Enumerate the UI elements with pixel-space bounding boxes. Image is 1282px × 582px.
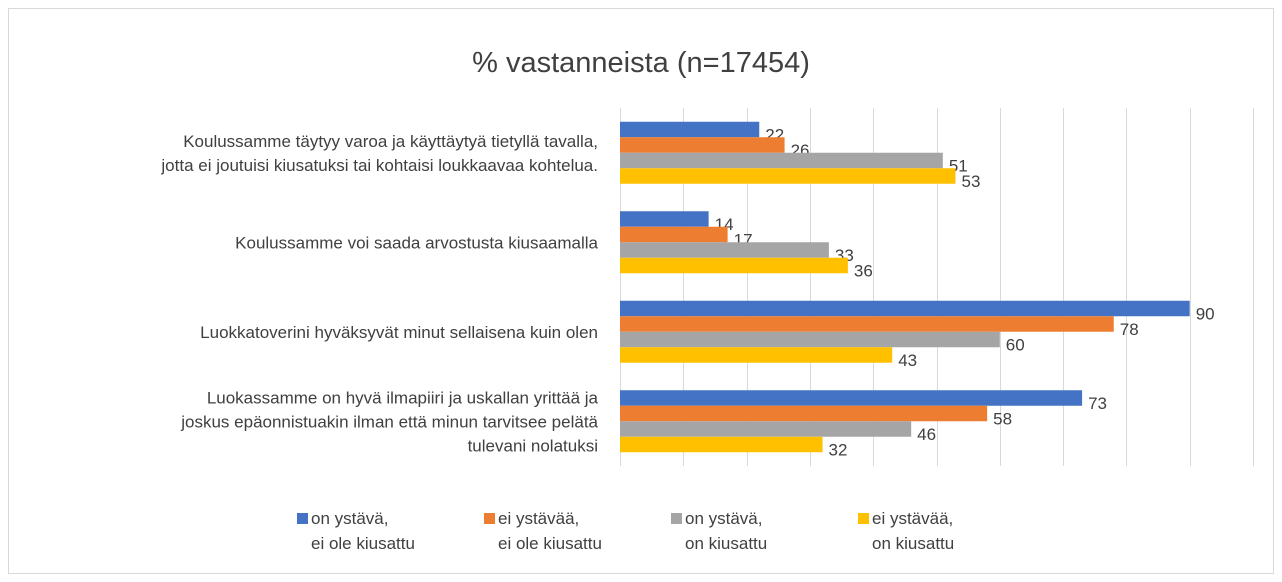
legend-label: on ystävä, ei ole kiusattu	[311, 509, 415, 553]
y-tick-label: Koulussamme täytyy varoa ja käyttäytyä t…	[160, 132, 598, 175]
legend-swatch	[297, 513, 308, 524]
chart-border	[8, 8, 1274, 574]
legend-swatch	[484, 513, 495, 524]
bar	[620, 226, 728, 243]
bar	[620, 257, 848, 274]
y-tick-label: Luokassamme on hyvä ilmapiiri ja uskalla…	[180, 388, 598, 455]
bar	[620, 390, 1083, 406]
data-label: 60	[1006, 335, 1025, 354]
legend-label: ei ystävää, on kiusattu	[872, 509, 954, 553]
data-label: 32	[829, 440, 848, 459]
bar	[620, 436, 823, 453]
bar	[620, 421, 912, 437]
bar	[620, 137, 785, 153]
bar	[620, 347, 893, 363]
legend-label: on ystävä, on kiusattu	[685, 509, 767, 553]
bar	[620, 242, 829, 258]
chart-title: % vastanneista (n=17454)	[472, 47, 810, 79]
bar	[620, 121, 760, 138]
bar	[620, 168, 956, 184]
bar	[620, 211, 709, 227]
data-label: 73	[1088, 394, 1107, 413]
legend-swatch	[858, 513, 869, 524]
data-label: 90	[1196, 304, 1215, 323]
data-label: 58	[993, 409, 1012, 428]
y-tick-label: Luokkatoverini hyväksyvät minut sellaise…	[200, 323, 598, 342]
bar	[620, 405, 988, 422]
bar	[620, 152, 943, 169]
legend-label: ei ystävää, ei ole kiusattu	[498, 509, 602, 553]
data-label: 46	[917, 425, 936, 444]
data-label: 53	[961, 172, 980, 191]
bar	[620, 331, 1000, 348]
bar	[620, 300, 1190, 317]
bar	[620, 316, 1114, 332]
data-label: 43	[898, 351, 917, 370]
y-tick-label: Koulussamme voi saada arvostusta kiusaam…	[235, 233, 598, 252]
data-label: 36	[854, 261, 873, 280]
data-label: 78	[1120, 320, 1139, 339]
legend-swatch	[671, 513, 682, 524]
